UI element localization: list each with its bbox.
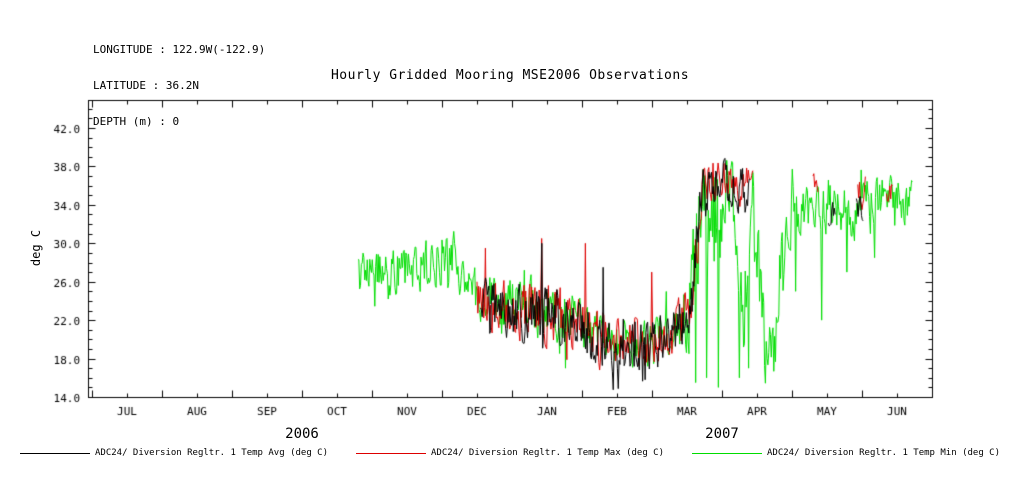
legend-label: ADC24/ Diversion Regltr. 1 Temp Max (deg… bbox=[431, 448, 664, 458]
legend-item: ADC24/ Diversion Regltr. 1 Temp Min (deg… bbox=[692, 448, 1000, 458]
legend: ADC24/ Diversion Regltr. 1 Temp Avg (deg… bbox=[20, 448, 1000, 458]
legend-item: ADC24/ Diversion Regltr. 1 Temp Avg (deg… bbox=[20, 448, 328, 458]
legend-line bbox=[356, 452, 426, 454]
year-label: 2006 bbox=[285, 426, 319, 442]
legend-label: ADC24/ Diversion Regltr. 1 Temp Avg (deg… bbox=[95, 448, 328, 458]
legend-line bbox=[692, 452, 762, 454]
year-label: 2007 bbox=[705, 426, 739, 442]
legend-item: ADC24/ Diversion Regltr. 1 Temp Max (deg… bbox=[356, 448, 664, 458]
legend-line bbox=[20, 452, 90, 454]
legend-label: ADC24/ Diversion Regltr. 1 Temp Min (deg… bbox=[767, 448, 1000, 458]
